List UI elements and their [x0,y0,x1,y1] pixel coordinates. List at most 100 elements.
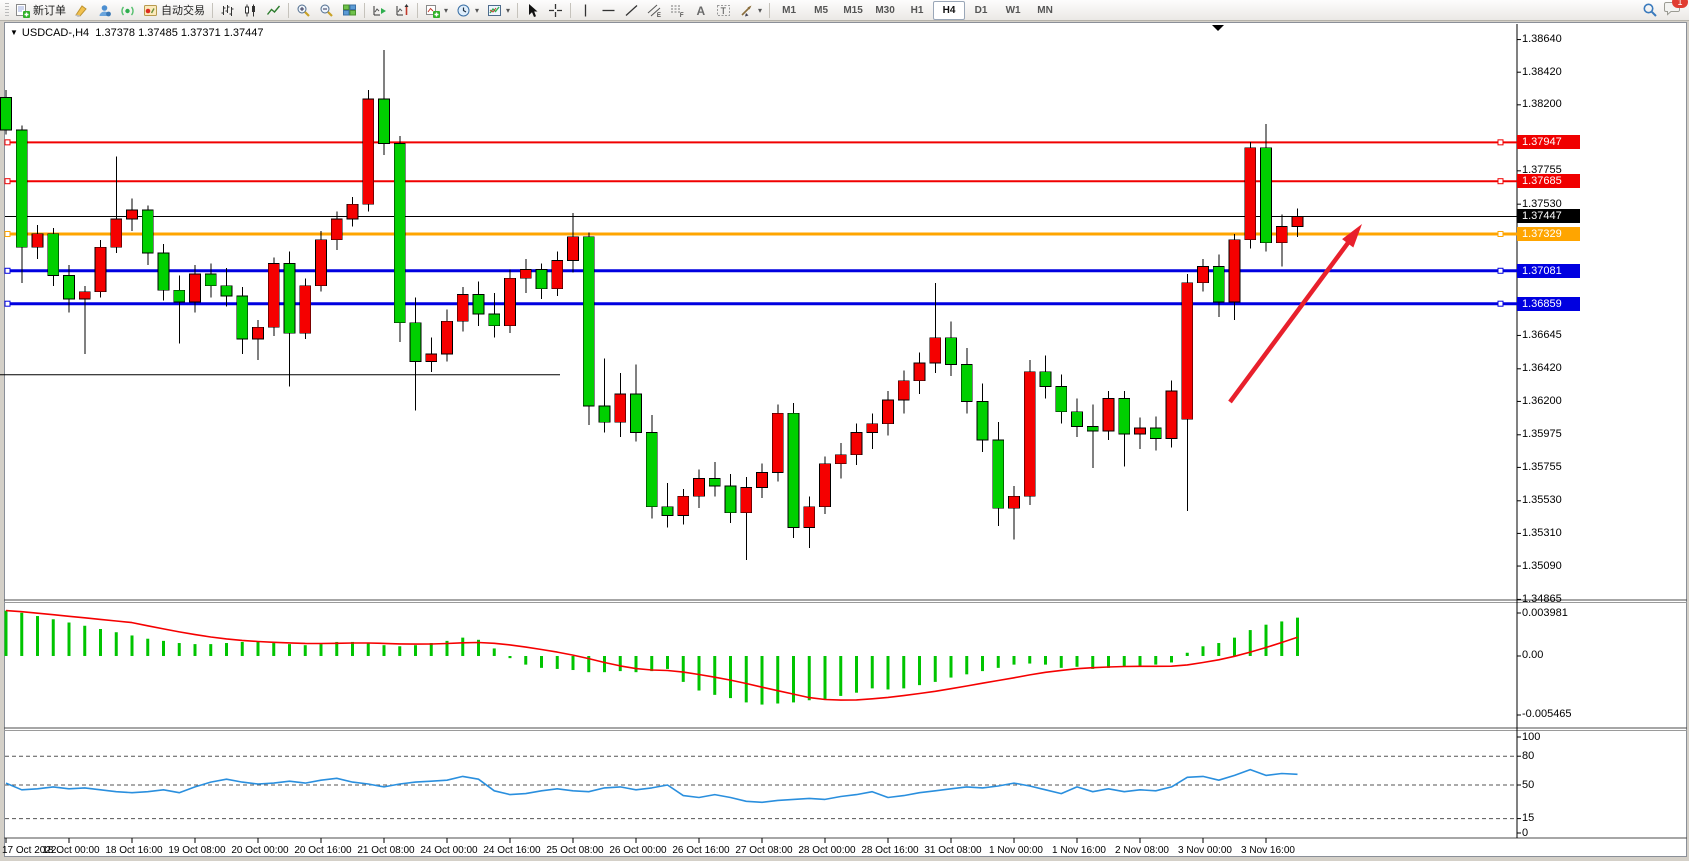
candle-body [204,273,217,287]
chevron-down-icon: ▾ [758,5,763,15]
candle-body [1071,411,1083,428]
chart-shift-button[interactable] [391,1,414,20]
crosshair-button[interactable] [544,1,567,20]
candle-body [897,380,910,401]
equidistant-channel-button[interactable]: E [643,1,666,20]
symbol-period-label: USDCAD-,H4 [21,27,90,39]
toolbar-separator [288,2,289,18]
hline-endpoint [1497,178,1504,185]
timeframe-w1[interactable]: W1 [1005,4,1021,16]
candle-body [31,233,44,248]
hline-endpoint [1497,139,1504,146]
autotrading-button[interactable]: 自动交易 [139,1,209,20]
candle-body [220,285,233,297]
chart-shift-icon [396,3,409,15]
timeframe-h1[interactable]: H1 [910,4,924,16]
candles-layer [0,49,1304,561]
text-label-button[interactable]: T [712,1,735,20]
trend-arrow[interactable] [1228,237,1354,404]
new-order-button[interactable]: 新订单 [11,1,70,20]
candle-body [598,405,611,423]
search-icon[interactable] [1642,2,1658,18]
bar-chart-button[interactable] [216,1,239,20]
horizontal-line-icon [602,9,615,11]
timeframe-m1[interactable]: M1 [782,4,797,16]
timeframe-m15[interactable]: M15 [843,4,863,16]
line-chart-button[interactable] [262,1,285,20]
candle-body [582,236,595,407]
profile-button[interactable] [93,1,116,20]
bar-chart-icon [221,4,234,16]
timeframe-group: M1 M5 M15 M30 H1 H4 D1 W1 MN [773,0,1061,20]
hline-endpoint [4,139,11,146]
indicators-button[interactable]: ▾ [421,1,452,20]
candle-body [1134,427,1146,435]
equidistant-channel-icon: E [647,4,661,18]
candlestick-chart-icon [245,4,255,16]
candle-body [992,439,1005,509]
candle-body [535,269,548,290]
zoom-in-button[interactable] [292,1,315,20]
candle-body [126,209,138,220]
candle-body [94,246,107,293]
candle-body [63,274,75,300]
candle-body [315,239,327,287]
marker-button[interactable] [70,1,93,20]
auto-scroll-button[interactable] [368,1,391,20]
hline-endpoint [1497,230,1504,237]
candle-body [504,277,516,327]
timeframe-mn[interactable]: MN [1037,4,1053,16]
timeframe-m5[interactable]: M5 [814,4,829,16]
collapse-triangle-icon[interactable]: ▼ [10,28,18,37]
candle-body [409,322,422,362]
main-toolbar: 新订单 自动交易 ▾ ▾ [0,0,1689,21]
fibonacci-button[interactable]: F [666,1,689,20]
timeframe-h4[interactable]: H4 [933,0,966,20]
horizontal-line-button[interactable] [597,1,620,20]
svg-text:T: T [721,6,727,16]
chart-shift-marker[interactable] [1212,25,1224,31]
candlestick-chart-button[interactable] [239,1,262,20]
candle-body [236,295,249,340]
chevron-down-icon: ▾ [444,5,449,15]
text-icon: A [697,4,706,18]
signal-icon [121,6,134,15]
toolbar-gripper[interactable] [5,2,9,18]
candle-body [519,269,532,279]
svg-text:E: E [657,13,661,18]
zoom-in-icon [297,4,310,17]
rsi-layer [5,755,1517,820]
line-chart-icon [266,5,281,15]
templates-button[interactable]: ▾ [483,1,514,20]
candle-body [614,393,627,423]
zoom-out-button[interactable] [315,1,338,20]
cursor-button[interactable] [521,1,544,20]
arrows-button[interactable]: ▾ [735,1,766,20]
candle-body [441,320,453,355]
indicators-icon [426,4,440,18]
tile-windows-button[interactable] [338,1,361,20]
candle-body [110,218,123,248]
candle-body [1008,495,1020,509]
hline-endpoint [4,230,11,237]
candle-body [362,98,375,205]
candle-body [393,142,406,324]
trend-arrow-head[interactable] [1342,224,1362,248]
chat-button[interactable]: 1 [1664,0,1688,21]
candle-body [945,337,957,365]
candle-body [819,463,831,508]
vertical-line-button[interactable] [574,1,597,20]
signal-button[interactable] [116,1,139,20]
candle-body [756,472,768,488]
trendline-icon [625,4,638,16]
candle-body [740,487,753,514]
candle-body [771,412,784,474]
text-button[interactable]: A [689,1,712,20]
trendline-button[interactable] [620,1,643,20]
candle-body [960,363,973,402]
timeframe-m30[interactable]: M30 [875,4,895,16]
timeframe-d1[interactable]: D1 [974,4,988,16]
periods-button[interactable]: ▾ [452,1,483,20]
